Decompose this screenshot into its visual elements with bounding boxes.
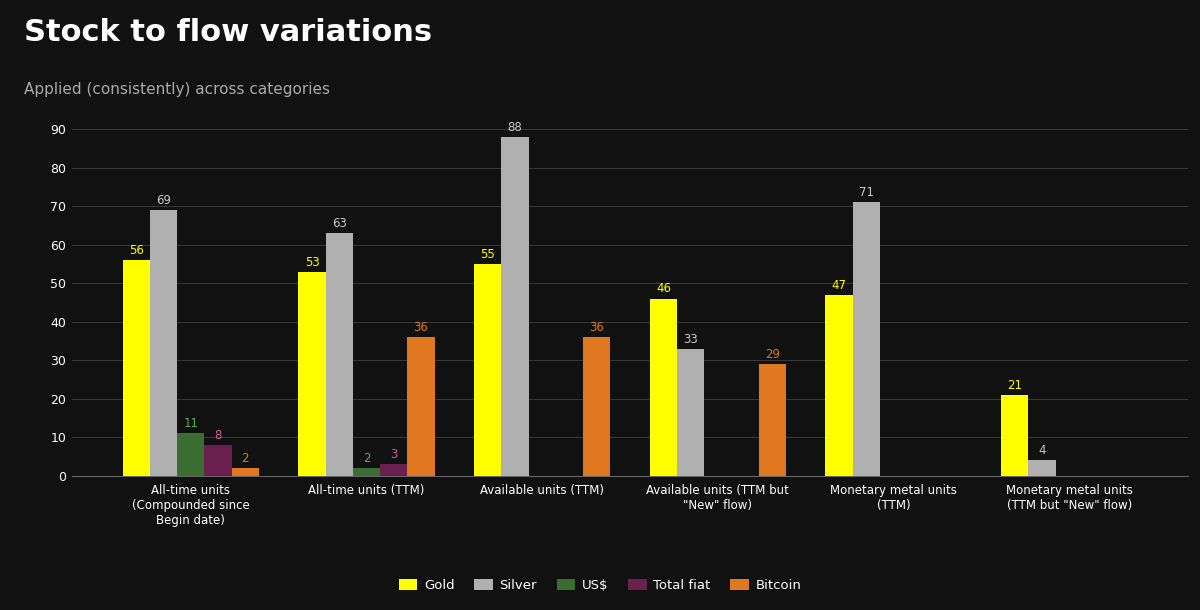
Bar [649,298,677,476]
Text: 36: 36 [414,321,428,334]
Bar [758,364,786,476]
Bar [474,264,502,476]
Text: 29: 29 [764,348,780,361]
Bar [407,337,434,476]
Text: 2: 2 [362,452,371,465]
Text: Applied (consistently) across categories: Applied (consistently) across categories [24,82,330,98]
Text: 33: 33 [683,332,698,346]
Text: Stock to flow variations: Stock to flow variations [24,18,432,48]
Bar [353,468,380,476]
Text: 53: 53 [305,256,319,268]
Text: 8: 8 [215,429,222,442]
Bar [677,349,704,476]
Text: 4: 4 [1038,444,1045,458]
Legend: Gold, Silver, US$, Total fiat, Bitcoin: Gold, Silver, US$, Total fiat, Bitcoin [394,574,806,597]
Text: 2: 2 [241,452,250,465]
Bar [583,337,611,476]
Bar [380,464,407,476]
Text: 46: 46 [656,282,671,295]
Text: 71: 71 [859,186,874,199]
Text: 11: 11 [184,417,198,430]
Text: 56: 56 [128,244,144,257]
Bar [204,445,232,476]
Bar [1028,461,1056,476]
Bar [232,468,259,476]
Text: 88: 88 [508,121,522,134]
Text: 36: 36 [589,321,604,334]
Bar [826,295,853,476]
Text: 69: 69 [156,194,172,207]
Text: 55: 55 [480,248,496,261]
Bar [299,271,325,476]
Bar [122,260,150,476]
Text: 3: 3 [390,448,397,461]
Text: 47: 47 [832,279,846,292]
Bar [325,233,353,476]
Bar [502,137,528,476]
Bar [853,203,880,476]
Text: 63: 63 [332,217,347,230]
Text: 21: 21 [1007,379,1022,392]
Bar [150,210,178,476]
Bar [1001,395,1028,476]
Bar [178,434,204,476]
